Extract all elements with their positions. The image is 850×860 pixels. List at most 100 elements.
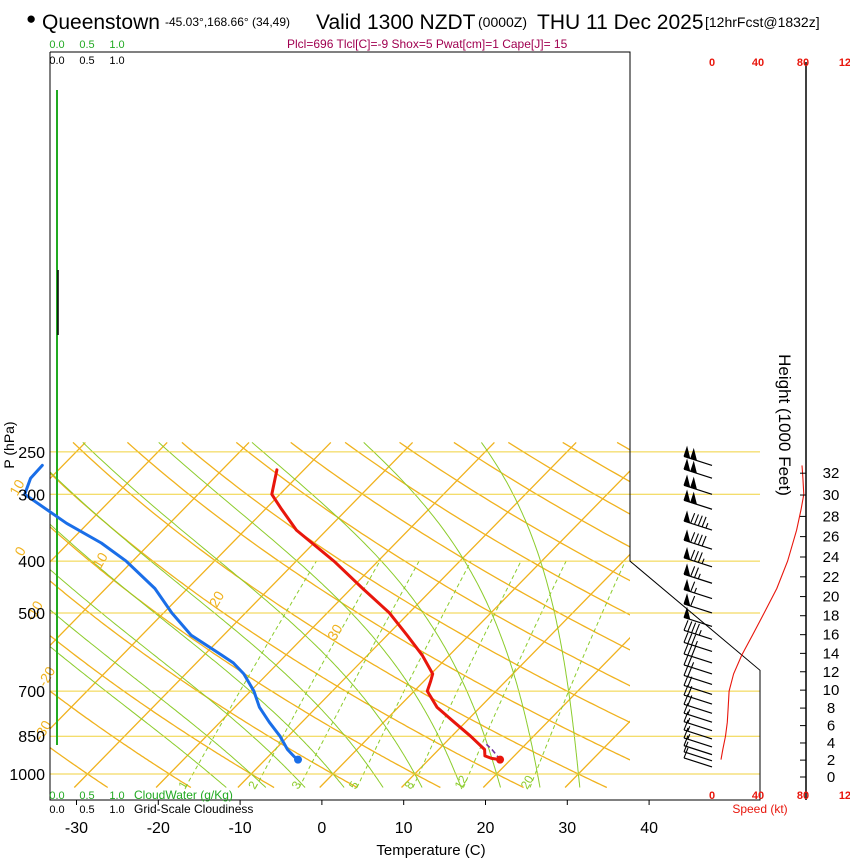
speed-tick-bottom: 40 <box>752 790 764 802</box>
cloudiness-scale-bottom: 0.5 <box>79 804 94 816</box>
wind-barb <box>683 520 713 531</box>
wind-barb <box>683 694 713 705</box>
pressure-tick-label: 1000 <box>9 767 45 784</box>
station-coordinates: -45.03°,168.66° (34,49) <box>165 15 291 29</box>
mixing-ratio-line <box>529 560 626 788</box>
wind-barb-full <box>687 676 693 687</box>
isotherm-line <box>237 441 577 788</box>
wind-barb <box>683 712 713 723</box>
dry-adiabat-line <box>50 634 275 789</box>
speed-tick-bottom: 80 <box>797 790 809 802</box>
cloudiness-scale-top: 1.0 <box>109 55 124 67</box>
wind-barb-full <box>687 655 693 667</box>
wind-barb-flag <box>690 460 697 474</box>
isotherm-line <box>73 441 414 788</box>
wind-barb-full <box>690 513 696 524</box>
wind-barb-full <box>683 702 689 714</box>
dry-adiabat-line <box>50 746 109 789</box>
wind-barb-full <box>683 684 689 696</box>
wind-barb <box>683 684 713 695</box>
wind-barb-full <box>691 634 697 646</box>
chart-header: ● Queenstown -45.03°,168.66° (34,49) Val… <box>0 0 850 51</box>
isotherm-line <box>0 442 4 787</box>
speed-tick-top: 40 <box>752 57 764 69</box>
isotherm-line <box>50 441 250 647</box>
wind-barb <box>683 721 713 732</box>
wind-barb-half <box>698 629 702 636</box>
isotherm-line <box>50 441 168 563</box>
height-tick-label: 28 <box>823 508 840 525</box>
wind-barb-full <box>693 514 699 525</box>
moist-adiabat-line <box>82 442 423 788</box>
dry-adiabat-line <box>126 441 630 761</box>
x-tick-label: -20 <box>147 820 170 837</box>
mixing-ratio-line <box>298 560 420 788</box>
speed-tick-bottom: 0 <box>709 790 715 802</box>
mixing-ratio-line <box>356 560 472 788</box>
wind-barb-full <box>701 516 707 528</box>
moist-adiabat-line <box>50 523 345 788</box>
wind-barb <box>683 751 713 762</box>
cloud-water-scale-top: 0.5 <box>79 39 94 51</box>
valid-time: Valid 1300 NZDT <box>316 11 476 34</box>
cloud-water-scale-bottom: 1.0 <box>109 790 124 802</box>
wind-barb-flag <box>690 491 697 505</box>
dry-adiabat-label: 30 <box>324 621 346 643</box>
wind-barb-full <box>697 515 703 526</box>
dry-adiabat-line <box>235 441 630 687</box>
wind-barb-full <box>693 567 699 578</box>
dewpoint-line <box>23 463 300 762</box>
moist-adiabat-line <box>480 442 581 788</box>
pressure-tick-label: 700 <box>18 684 45 701</box>
height-tick-label: 18 <box>823 608 840 625</box>
wind-barb-full <box>687 633 693 644</box>
height-tick-label: 8 <box>827 700 835 717</box>
moist-adiabat-line <box>363 442 541 788</box>
wind-barb <box>683 629 713 640</box>
wind-barb <box>683 737 713 748</box>
cloudiness-scale-bottom: 0.0 <box>49 804 64 816</box>
pressure-tick-label: 300 <box>18 487 45 504</box>
wind-barb-flag <box>683 547 691 560</box>
dry-adiabat-line <box>290 441 630 651</box>
wind-barb <box>683 729 713 740</box>
mixing-ratio-line <box>462 560 567 788</box>
moist-adiabat-line <box>50 568 306 788</box>
wind-barb-full <box>683 735 689 746</box>
dry-adiabat-line <box>399 441 630 582</box>
cloudiness-scale-top: 0.0 <box>49 55 64 67</box>
utc-time: (0000Z) <box>478 14 528 30</box>
wind-barb-full <box>690 549 696 561</box>
wind-barb-full <box>690 595 696 607</box>
forecast-label: [12hrFcst@1832z] <box>705 14 820 30</box>
wind-barb-full <box>683 727 689 739</box>
wind-barb-half <box>697 573 701 580</box>
station-bullet-icon: ● <box>26 9 37 28</box>
wind-barb-half <box>687 725 691 732</box>
wind-barb-flag <box>690 476 697 490</box>
wind-barb-flag <box>683 529 691 543</box>
isotherm-line <box>319 470 630 788</box>
cloud-water-label: CloudWater (g/Kg) <box>134 788 233 802</box>
pressure-tick-label: 400 <box>18 554 45 571</box>
moist-adiabat-line <box>251 442 501 788</box>
cloud-water-scale-bottom: 0.5 <box>79 790 94 802</box>
wind-barb-full <box>683 694 689 705</box>
wind-barb-full <box>690 581 696 592</box>
isotherm-line <box>401 553 630 788</box>
wind-barb-half <box>701 558 705 564</box>
station-name: Queenstown <box>42 11 160 34</box>
wind-barb-half <box>691 662 695 668</box>
isotherm-line <box>482 636 630 788</box>
wind-barb-flag <box>683 606 691 620</box>
mixing-ratio-label: 12 <box>452 773 471 792</box>
height-tick-label: 10 <box>823 682 840 699</box>
valid-date: THU 11 Dec 2025 <box>537 11 704 34</box>
x-tick-label: 10 <box>395 820 413 837</box>
x-tick-label: 0 <box>317 820 326 837</box>
wind-barb-flag <box>683 458 691 472</box>
wind-barb-full <box>683 741 689 753</box>
height-tick-label: 32 <box>823 465 840 482</box>
cloudiness-scale-bottom: 1.0 <box>109 804 124 816</box>
